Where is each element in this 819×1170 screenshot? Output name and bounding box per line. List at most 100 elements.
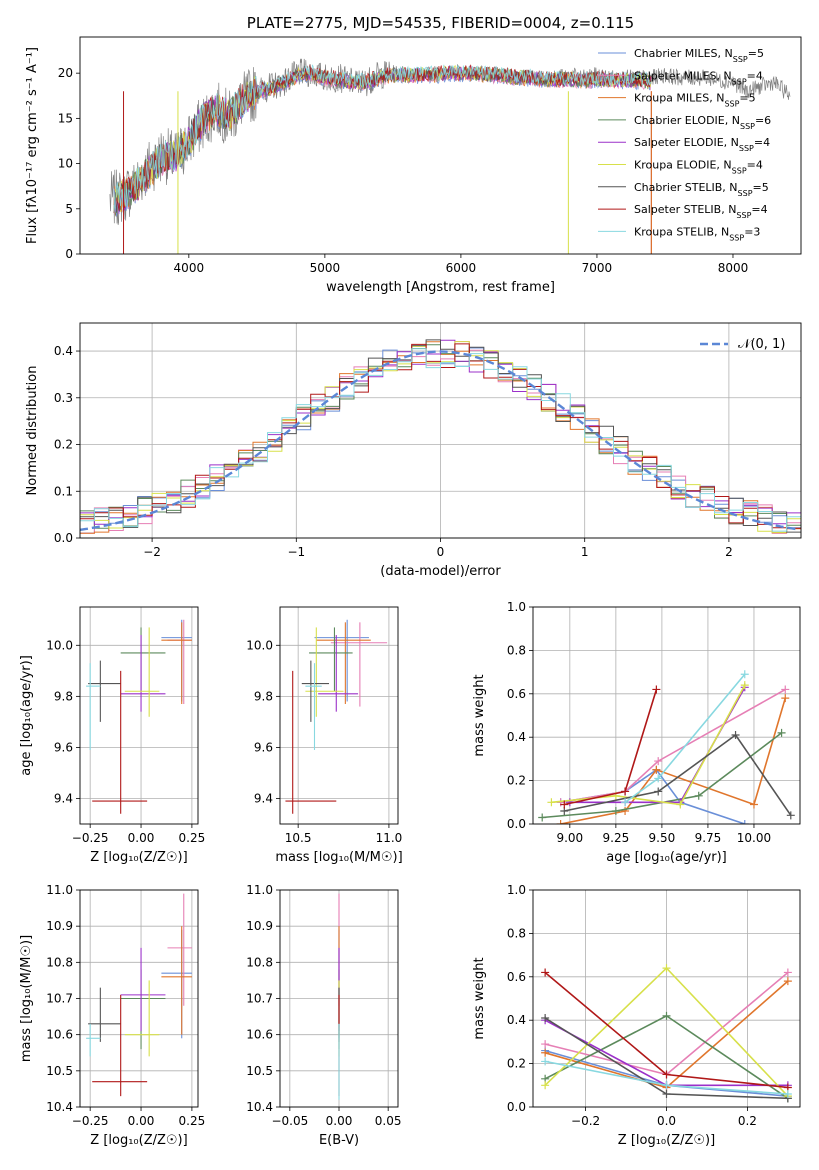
- axes-frame: [79, 606, 199, 825]
- x-tick-label: 10.00: [737, 831, 771, 845]
- legend-entry: Chabrier ELODIE, NSSP=6: [634, 114, 771, 130]
- x-tick-label: 5000: [310, 261, 341, 275]
- x-tick-label: 0.00: [326, 1114, 353, 1128]
- y-tick-label: 10.7: [46, 992, 73, 1006]
- legend-entry-label: Chabrier ELODIE, N: [634, 114, 740, 127]
- histogram-salpeter_stelib: [80, 343, 801, 538]
- legend-entry-count: =4: [754, 136, 770, 149]
- weight-point-chabrier_stelib: [662, 1089, 671, 1098]
- weight-point-chabrier_stelib: [731, 731, 740, 740]
- y-tick-label: 10.9: [46, 919, 73, 933]
- legend-entry-subscript: SSP: [738, 188, 753, 197]
- legend-entry-subscript: SSP: [733, 55, 748, 64]
- x-tick-label: 0.00: [128, 1114, 155, 1128]
- weight_vs_Z-plot: −0.2 0.0 0.2 0.0 0.2 0.4 0.6 0.8 1.0 Z [log₁₀(Z/Z…: [472, 883, 801, 1148]
- legend-entry-subscript: SSP: [732, 166, 747, 175]
- observed-spectrum-line: [109, 58, 791, 225]
- x-axis-label: Z [log₁₀(Z/Z☉)]: [90, 1133, 187, 1148]
- x-tick-label: 8000: [718, 261, 749, 275]
- x-tick-label: 0.00: [128, 831, 155, 845]
- axes-frame: [79, 36, 802, 255]
- weight-point-kroupa_elodie: [676, 800, 685, 809]
- x-tick-label: 0.0: [657, 1114, 676, 1128]
- weight-point-salpeter_stelib: [652, 685, 661, 694]
- weight-point-kroupa_stelib: [541, 1057, 550, 1066]
- y-tick-label: 10.6: [46, 1028, 73, 1042]
- weight-point-kroupa_stelib: [621, 798, 630, 807]
- x-axis-label: mass [log₁₀(M/M☉)]: [275, 850, 402, 865]
- y-tick-label: 0.4: [507, 730, 526, 744]
- x-axis-label: E(B-V): [319, 1133, 359, 1148]
- x-tick-label: 9.25: [603, 831, 630, 845]
- weight_vs_Z-marks: [541, 964, 792, 1103]
- x-axis-label: Z [log₁₀(Z/Z☉)]: [618, 1133, 715, 1148]
- y-tick-label: 10.0: [46, 638, 73, 652]
- legend-entry-subscript: SSP: [724, 99, 739, 108]
- x-tick-label: 7000: [582, 261, 613, 275]
- y-tick-label: 9.8: [54, 689, 73, 703]
- weight-point-chabrier_elodie: [694, 791, 703, 800]
- x-tick-label: 4000: [174, 261, 205, 275]
- weight-point-chabrier_elodie: [611, 806, 620, 815]
- legend-entry: Salpeter ELODIE, NSSP=4: [634, 136, 770, 153]
- x-tick-label: −0.25: [72, 831, 109, 845]
- mass_vs_Z-marks: [86, 893, 192, 1097]
- x-axis-label: (data-model)/error: [380, 564, 501, 579]
- legend-entry-count: =5: [753, 181, 769, 194]
- model-spectrum-kroupa_stelib: [113, 64, 652, 213]
- x-axis-label: age [log₁₀(age/yr)]: [606, 850, 727, 865]
- weight-point-kroupa_miles: [781, 694, 790, 703]
- y-tick-label: 10.8: [246, 955, 273, 969]
- y-tick-label: 15: [58, 111, 73, 125]
- weight-line-chabrier_elodie: [542, 732, 783, 819]
- y-tick-label: 9.8: [254, 689, 273, 703]
- y-tick-label: 9.6: [254, 740, 273, 754]
- x-tick-label: −0.05: [271, 1114, 308, 1128]
- weight-point-kroupa_stelib: [654, 774, 663, 783]
- y-tick-label: 9.4: [54, 791, 73, 805]
- y-tick-label: 1.0: [507, 600, 526, 614]
- age_vs_Z-plot: −0.25 0.00 0.25 9.4 9.6 9.8 10.0 Z [log₁₀(Z/Z☉)…: [19, 606, 206, 865]
- y-tick-label: 10.6: [246, 1028, 273, 1042]
- x-tick-label: 1: [581, 545, 589, 559]
- legend-entry: Salpeter MILES, NSSP=4: [634, 69, 763, 86]
- age_vs_mass-plot: 10.5 11.0 9.4 9.6 9.8 10.0 mass [log₁₀(M/M☉)]: [246, 606, 403, 865]
- y-tick-label: 10.5: [246, 1064, 273, 1078]
- y-tick-label: 0.0: [507, 817, 526, 831]
- y-tick-label: 0.3: [54, 391, 73, 405]
- weight-point-kroupa_stelib: [783, 1089, 792, 1098]
- y-tick-label: 10.4: [246, 1100, 273, 1114]
- weight-point-kroupa_miles: [652, 765, 661, 774]
- x-tick-label: 0.25: [179, 831, 206, 845]
- residuals-plot: −2 −1 0 1 2 0.0 0.1 0.2 0.3 0.4 (data-model)/error…: [25, 322, 802, 579]
- spectrum-plot: 4000 5000 6000 7000 8000 0 5 10 15 20 wavelength […: [25, 14, 802, 295]
- weight-point-salpeter_stelib: [560, 800, 569, 809]
- legend-entry-label: Salpeter STELIB, N: [634, 203, 736, 216]
- y-tick-label: 10.7: [246, 992, 273, 1006]
- y-tick-label: 10.9: [246, 919, 273, 933]
- axes-frame: [279, 606, 399, 825]
- weight-point-kroupa_miles: [621, 806, 630, 815]
- y-tick-label: 10.4: [46, 1100, 73, 1114]
- y-tick-label: 0: [65, 247, 73, 261]
- weight-point-kroupa_stelib: [662, 1081, 671, 1090]
- y-axis-label: Flux [fλ10⁻¹⁷ erg cm⁻² s⁻¹ A⁻¹]: [25, 47, 40, 244]
- weight-point-chabrier_stelib: [786, 811, 795, 820]
- legend-entry-label: Salpeter ELODIE, N: [634, 136, 739, 149]
- x-tick-label: 9.50: [649, 831, 676, 845]
- y-axis-label: mass weight: [472, 674, 487, 756]
- weight-point-chabrier_miles: [740, 820, 749, 824]
- x-tick-label: −1: [287, 545, 305, 559]
- weight_vs_age-marks: [538, 670, 795, 824]
- x-tick-label: 9.00: [556, 831, 583, 845]
- y-tick-label: 0.2: [507, 1057, 526, 1071]
- weight-point-salpeter_miles: [783, 968, 792, 977]
- weight-point-kroupa_miles: [749, 800, 758, 809]
- y-tick-label: 9.4: [254, 791, 273, 805]
- y-tick-label: 0.2: [54, 438, 73, 452]
- legend-entry: Salpeter STELIB, NSSP=4: [634, 203, 768, 220]
- mass_vs_ebv-plot: −0.05 0.00 0.05 10.4 10.5 10.6 10.7 10.8 10.9 11.…: [246, 883, 401, 1148]
- x-tick-label: −0.2: [571, 1114, 600, 1128]
